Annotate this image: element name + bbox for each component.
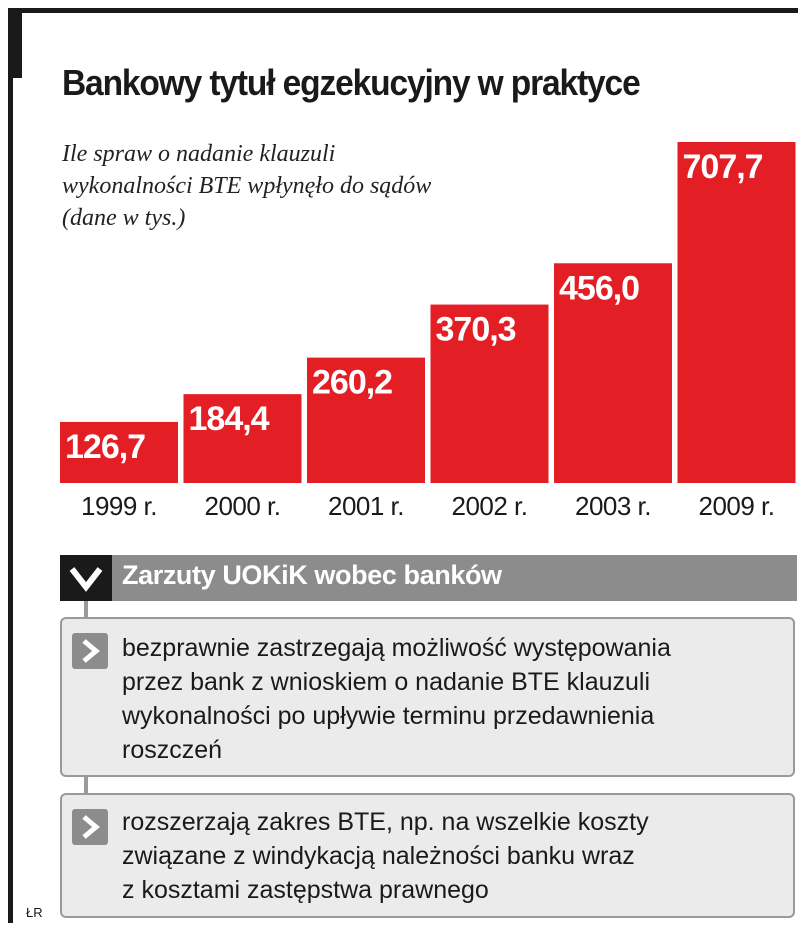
frame-left-rule [8, 8, 13, 923]
chart-title: Bankowy tytuł egzekucyjny w praktyce [62, 62, 641, 103]
subtitle-line: wykonalności BTE wpłynęło do sądów [62, 173, 432, 199]
x-tick-label: 2001 r. [328, 491, 404, 521]
x-tick-label: 2003 r. [575, 491, 651, 521]
bar-2000 [183, 394, 302, 483]
bar-2003 [554, 263, 672, 483]
chart-subtitle: Ile spraw o nadanie klauzuli wykonalnośc… [62, 138, 502, 234]
connector-line [84, 777, 88, 795]
section-header-bar [60, 555, 797, 601]
chevron-down-icon [69, 567, 103, 592]
bar-value-label: 260,2 [312, 364, 392, 402]
bar-value-label: 456,0 [559, 269, 639, 307]
subtitle-line: (dane w tys.) [62, 205, 186, 231]
info-text-2: rozszerzają zakres BTE, np. na wszelkie … [122, 805, 773, 907]
bar-1999 [60, 421, 178, 483]
bar-2001 [307, 357, 425, 483]
frame-top-rule [8, 8, 798, 13]
info-line: wykonalności po upływie terminu przedawn… [122, 702, 655, 730]
x-tick-label: 2002 r. [451, 491, 527, 521]
connector-line [84, 601, 88, 619]
x-tick-label: 2009 r. [698, 491, 774, 521]
bar-value-label: 707,7 [683, 148, 763, 186]
bar-value-label: 370,3 [436, 311, 516, 349]
bar-value-label: 126,7 [65, 428, 145, 466]
bar-value-label: 184,4 [189, 400, 270, 438]
subtitle-line: Ile spraw o nadanie klauzuli [62, 141, 336, 167]
info-box-2: rozszerzają zakres BTE, np. na wszelkie … [60, 793, 795, 918]
chevron-right-icon [82, 815, 100, 839]
bullet [72, 809, 108, 845]
section-header-title: Zarzuty UOKiK wobec banków [122, 560, 502, 590]
x-tick-label: 1999 r. [81, 491, 157, 521]
info-line: związane z windykacją należności banku w… [122, 842, 635, 870]
info-line: roszczeń [122, 736, 223, 764]
info-line: rozszerzają zakres BTE, np. na wszelkie … [122, 808, 649, 836]
info-box-1: bezprawnie zastrzegają możliwość występo… [60, 617, 795, 777]
bar-2002 [430, 304, 549, 483]
info-line: z kosztami zastępstwa prawnego [122, 876, 489, 904]
section-header-chevron [60, 555, 112, 601]
info-line: przez bank z wnioskiem o nadanie BTE kla… [122, 668, 651, 696]
bar-chart: 126,7 1999 r. 184,4 2000 r. 260,2 2001 r. 370,… [60, 142, 796, 521]
author-credit: ŁR [26, 905, 43, 920]
bullet [72, 633, 108, 669]
info-text-1: bezprawnie zastrzegają możliwość występo… [122, 631, 773, 767]
chevron-right-icon [82, 639, 100, 663]
info-line: bezprawnie zastrzegają możliwość występo… [122, 634, 671, 662]
bar-2009 [677, 142, 796, 483]
x-tick-label: 2000 r. [204, 491, 280, 521]
